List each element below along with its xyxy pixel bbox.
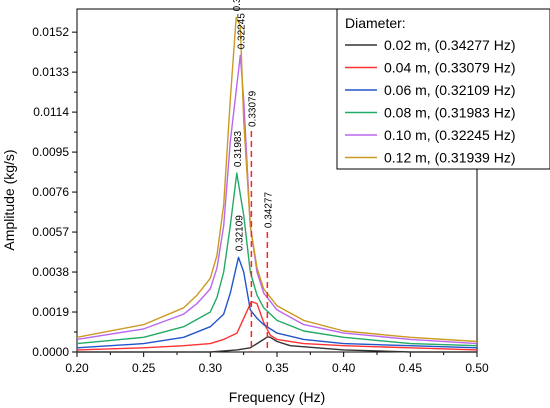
series-layer	[76, 16, 478, 353]
y-tick-label: 0.0133	[32, 65, 69, 79]
x-tick-label: 0.45	[399, 361, 423, 375]
legend-title: Diameter:	[345, 15, 406, 31]
peak-markers	[250, 131, 269, 352]
axes: 0.20 0.25 0.30 0.35 0.40 0.45 0.50 0.0000 0.0019…	[32, 8, 489, 375]
y-tick-label: 0.0057	[32, 225, 69, 239]
peak-label-2: 0.33079	[247, 90, 258, 127]
peak-labels: 0.34277 0.33079 0.32109 0.31983 0.32245 0.319…	[232, 0, 274, 251]
legend-entry-6: 0.12 m, (0.31939 Hz)	[384, 150, 516, 166]
legend-entry-2: 0.04 m, (0.33079 Hz)	[384, 60, 516, 76]
x-axis-label: Frequency (Hz)	[229, 389, 325, 405]
y-tick-label: 0.0095	[32, 145, 69, 159]
y-tick-label: 0.0000	[32, 345, 69, 359]
x-tick-label: 0.40	[332, 361, 356, 375]
y-tick-label: 0.0114	[33, 105, 69, 119]
y-tick-label: 0.0152	[32, 25, 69, 39]
x-tick-label: 0.30	[199, 361, 223, 375]
legend-entry-3: 0.06 m, (0.32109 Hz)	[384, 82, 516, 98]
series-line-2	[76, 300, 478, 351]
legend-entry-5: 0.10 m, (0.32245 Hz)	[384, 127, 516, 143]
peak-label-3: 0.32109	[235, 215, 246, 252]
series-line-1	[77, 336, 477, 353]
y-tick-label: 0.0019	[32, 305, 69, 319]
peak-label-1: 0.34277	[263, 192, 274, 229]
legend-box	[336, 8, 550, 170]
series-line-4	[76, 172, 478, 347]
y-axis-label: Amplitude (kg/s)	[1, 149, 17, 250]
x-tick-label: 0.20	[65, 361, 89, 375]
legend: Diameter: 0.02 m, (0.34277 Hz) 0.04 m, (0.…	[336, 8, 550, 170]
series-line-6	[76, 16, 478, 343]
x-tick-label: 0.35	[265, 361, 289, 375]
peak-label-4: 0.31983	[233, 131, 244, 168]
legend-entry-4: 0.08 m, (0.31983 Hz)	[384, 105, 516, 121]
peak-label-6: 0.31939	[232, 0, 243, 11]
series-line-3	[76, 256, 478, 349]
y-tick-label: 0.0038	[32, 265, 69, 279]
x-tick-label: 0.25	[132, 361, 156, 375]
legend-entry-1: 0.02 m, (0.34277 Hz)	[384, 37, 516, 53]
x-tick-label: 0.50	[465, 361, 489, 375]
y-tick-label: 0.0076	[32, 185, 69, 199]
peak-label-5: 0.32245	[236, 13, 247, 50]
